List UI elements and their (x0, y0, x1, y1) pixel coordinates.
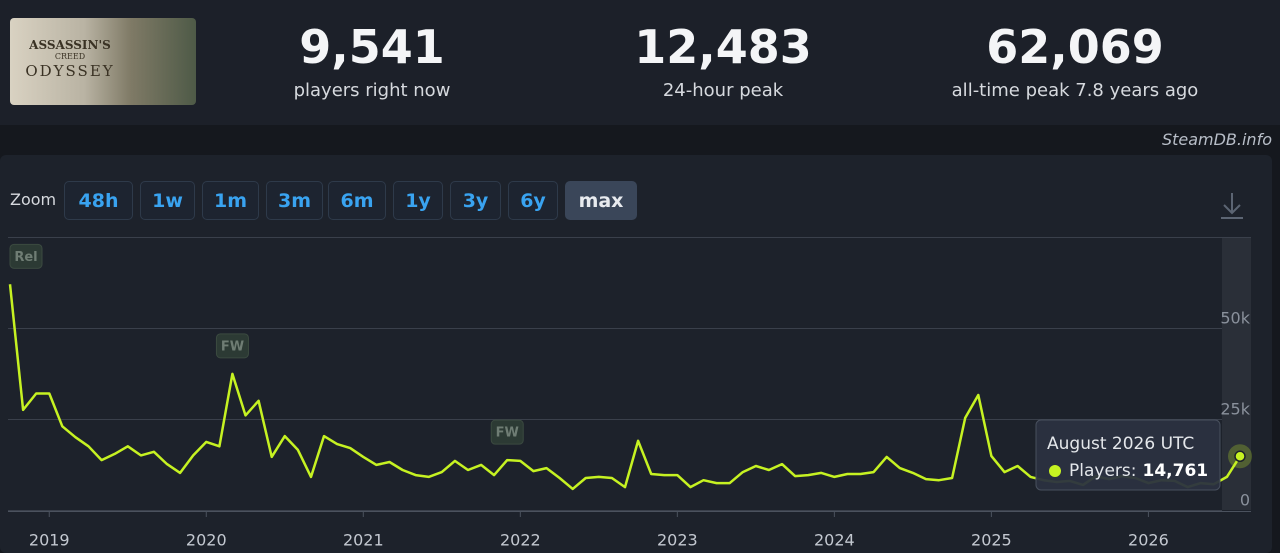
annotation-flag: FW (490, 419, 524, 445)
zoom-button[interactable]: 1w (140, 181, 195, 220)
annotation-flag: FW (215, 333, 249, 359)
tooltip-dot (1049, 465, 1061, 477)
stat: 12,483 24-hour peak (558, 20, 888, 101)
zoom-button[interactable]: 6y (508, 181, 558, 220)
logo-text: ODYSSEY (25, 62, 115, 80)
x-tick-label: 2021 (343, 531, 384, 550)
zoom-button[interactable]: 1y (393, 181, 443, 220)
stat-label: all-time peak 7.8 years ago (951, 80, 1199, 101)
zoom-button[interactable]: 3y (450, 181, 501, 220)
hover-point (1234, 450, 1246, 463)
stat: 9,541 players right now (207, 20, 537, 101)
tooltip-box (1035, 419, 1221, 491)
stat-value: 62,069 (986, 20, 1164, 74)
zoom-label: Zoom (10, 190, 57, 209)
tooltip-label: Players: (1069, 461, 1137, 481)
flag-box (215, 333, 249, 359)
stat-value: 12,483 (634, 20, 812, 74)
y-tick-label: 0 (1240, 491, 1250, 510)
x-tick-label: 2025 (971, 531, 1012, 550)
header: ASSASSIN'S CREED ODYSSEY 9,541 players ri… (0, 0, 1280, 125)
y-tick-label: 50k (1220, 309, 1250, 328)
flag-text: FW (496, 426, 519, 441)
tooltip-row: Players: 14,761 (1069, 461, 1208, 481)
y-tick-label: 25k (1220, 400, 1250, 419)
annotation-flag: Rel (9, 243, 43, 269)
watermark: SteamDB.info (1161, 130, 1272, 149)
player-line (8, 284, 1242, 491)
tooltip-value: 14,761 (1143, 461, 1209, 481)
logo-text: ASSASSIN'S (29, 38, 111, 52)
stat-label: 24-hour peak (662, 80, 784, 101)
zoom-button[interactable]: 3m (266, 181, 323, 220)
x-tick-label: 2019 (29, 531, 70, 550)
x-tick-label: 2022 (500, 531, 541, 550)
logo-text: CREED (54, 52, 86, 61)
stat: 62,069 all-time peak 7.8 years ago (910, 20, 1240, 101)
stat-value: 9,541 (299, 20, 445, 74)
zoom-button[interactable]: max (565, 181, 637, 220)
flag-text: Rel (14, 250, 37, 265)
zoom-button[interactable]: 48h (64, 181, 133, 220)
zoom-button[interactable]: 1m (202, 181, 259, 220)
tooltip-title: August 2026 UTC (1047, 434, 1194, 454)
game-image: ASSASSIN'S CREED ODYSSEY (10, 18, 196, 105)
x-tick-label: 2023 (657, 531, 698, 550)
download-icon[interactable] (1221, 193, 1243, 219)
zoom-button[interactable]: 6m (328, 181, 386, 220)
x-tick-label: 2020 (186, 531, 227, 550)
x-tick-label: 2026 (1128, 531, 1169, 550)
flag-box (9, 243, 43, 269)
navigator-band (1222, 237, 1251, 510)
stat-label: players right now (293, 80, 451, 101)
flag-text: FW (221, 339, 244, 354)
flag-box (490, 419, 524, 445)
tooltip: August 2026 UTC Players: 14,761 (1035, 419, 1221, 491)
x-tick-label: 2024 (814, 531, 855, 550)
